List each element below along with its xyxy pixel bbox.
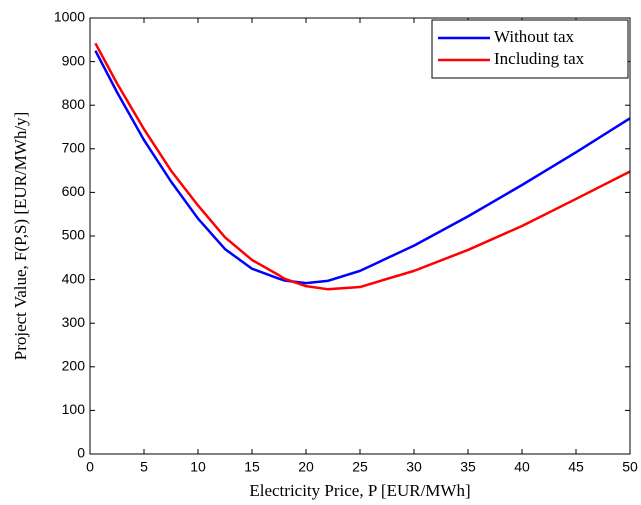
y-axis-label: Project Value, F(P,S) [EUR/MWh/y] bbox=[11, 112, 30, 361]
x-tick-label: 10 bbox=[190, 459, 206, 475]
x-tick-label: 5 bbox=[140, 459, 148, 475]
y-tick-label: 100 bbox=[62, 401, 86, 417]
y-tick-label: 600 bbox=[62, 183, 86, 199]
y-tick-label: 300 bbox=[62, 314, 86, 330]
legend-label: Without tax bbox=[494, 27, 575, 46]
y-tick-label: 1000 bbox=[54, 9, 85, 25]
x-tick-label: 15 bbox=[244, 459, 260, 475]
y-tick-label: 900 bbox=[62, 52, 86, 68]
plot-frame bbox=[89, 17, 631, 455]
x-axis-label: Electricity Price, P [EUR/MWh] bbox=[249, 481, 470, 500]
x-tick-label: 20 bbox=[298, 459, 314, 475]
legend-label: Including tax bbox=[494, 49, 585, 68]
y-tick-label: 400 bbox=[62, 270, 86, 286]
series-line bbox=[94, 50, 631, 285]
x-tick-label: 35 bbox=[460, 459, 476, 475]
x-tick-label: 40 bbox=[514, 459, 530, 475]
y-tick-label: 700 bbox=[62, 140, 86, 156]
x-tick-label: 25 bbox=[352, 459, 368, 475]
legend-box bbox=[431, 19, 629, 79]
x-tick-label: 0 bbox=[86, 459, 94, 475]
y-tick-label: 500 bbox=[62, 227, 86, 243]
y-tick-label: 800 bbox=[62, 96, 86, 112]
x-tick-label: 30 bbox=[406, 459, 422, 475]
series-line bbox=[94, 42, 631, 291]
x-tick-label: 50 bbox=[622, 459, 638, 475]
y-tick-label: 200 bbox=[62, 358, 86, 374]
x-tick-label: 45 bbox=[568, 459, 584, 475]
y-tick-label: 0 bbox=[77, 445, 85, 461]
